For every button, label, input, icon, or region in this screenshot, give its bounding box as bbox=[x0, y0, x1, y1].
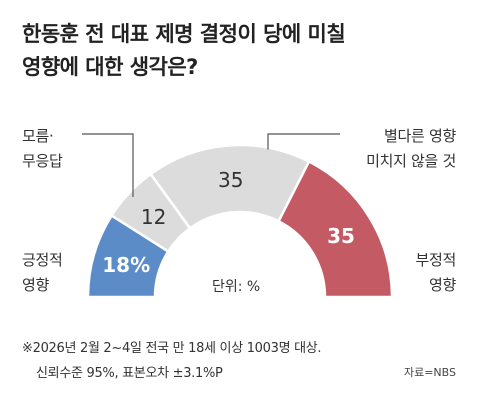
label-no-answer: 모름· 무응답 bbox=[22, 124, 63, 174]
chart-title: 한동훈 전 대표 제명 결정이 당에 미칠 영향에 대한 생각은? bbox=[22, 18, 346, 84]
label-no-answer-line-2: 무응답 bbox=[22, 152, 63, 170]
leader-line-no-answer bbox=[82, 133, 134, 198]
footnote-line-2: 신뢰수준 95%, 표본오차 ±3.1%P bbox=[36, 366, 223, 381]
label-negative-line-1: 부정적 bbox=[415, 251, 456, 269]
label-positive-line-2: 영향 bbox=[22, 276, 50, 294]
source-label: 자료=NBS bbox=[403, 366, 456, 379]
chart-leader-lines bbox=[82, 133, 340, 198]
value-label-no-answer: 12 bbox=[141, 205, 166, 229]
label-no-effect: 별다른 영향 미치지 않을 것 bbox=[344, 124, 456, 174]
footnote-line-1: ※2026년 2월 2~4일 전국 만 18세 이상 1003명 대상. bbox=[22, 341, 322, 356]
slice-negative bbox=[276, 159, 394, 299]
label-no-effect-line-1: 별다른 영향 bbox=[384, 127, 456, 145]
label-no-effect-line-2: 미치지 않을 것 bbox=[366, 152, 456, 170]
label-positive: 긍정적 영향 bbox=[22, 248, 63, 298]
leader-line-no-effect bbox=[267, 133, 340, 150]
label-negative: 부정적 영향 bbox=[396, 248, 456, 298]
chart-title-line-2: 영향에 대한 생각은? bbox=[22, 55, 198, 79]
footnote: ※2026년 2월 2~4일 전국 만 18세 이상 1003명 대상. 신뢰수… bbox=[22, 336, 322, 386]
label-positive-line-1: 긍정적 bbox=[22, 251, 63, 269]
chart-slices bbox=[86, 143, 394, 299]
label-no-answer-line-1: 모름· bbox=[22, 127, 54, 145]
chart-value-labels: 18% 12 35 35 bbox=[102, 168, 355, 277]
unit-label: 단위: % bbox=[212, 279, 261, 295]
chart-title-line-1: 한동훈 전 대표 제명 결정이 당에 미칠 bbox=[22, 22, 346, 46]
value-label-no-effect: 35 bbox=[218, 168, 243, 192]
label-negative-line-2: 영향 bbox=[428, 276, 456, 294]
value-label-negative: 35 bbox=[327, 224, 355, 248]
value-label-positive: 18% bbox=[102, 253, 150, 277]
